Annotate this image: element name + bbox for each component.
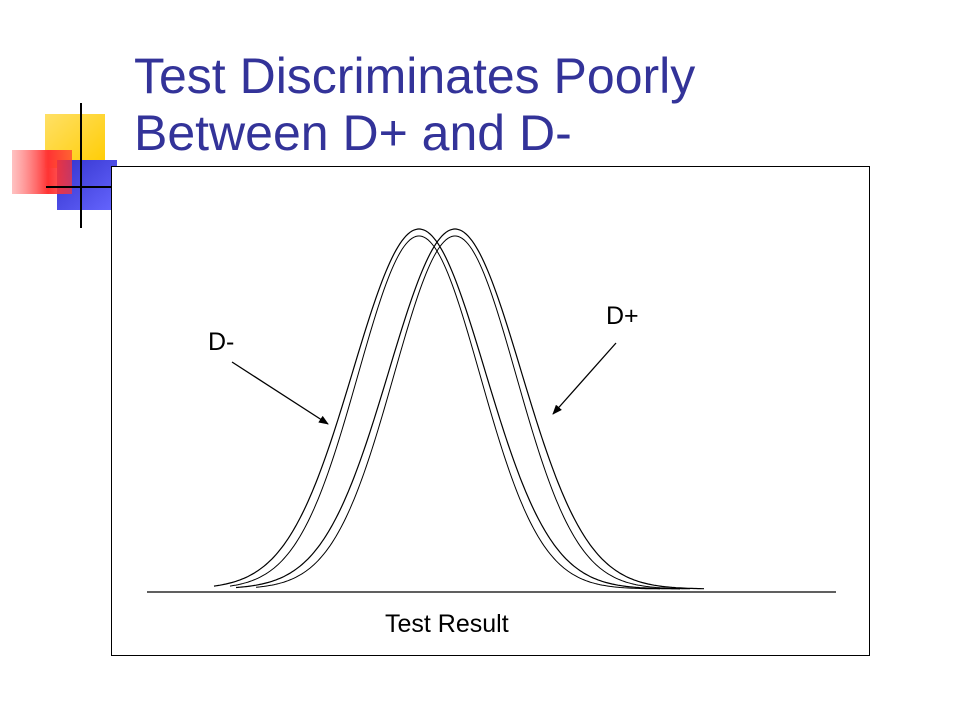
d-minus-curve xyxy=(213,228,681,590)
corner-decoration-icon xyxy=(12,103,118,228)
d-plus-arrow xyxy=(552,342,617,415)
d-minus-arrow xyxy=(231,361,329,425)
d-plus-curve xyxy=(235,228,704,590)
axis-label: Test Result xyxy=(385,610,509,638)
d-minus-label: D- xyxy=(208,328,235,356)
d-plus-curve-inner xyxy=(255,235,690,590)
title-line-1: Test Discriminates Poorly xyxy=(134,48,696,104)
d-plus-label: D+ xyxy=(606,302,639,330)
title-line-2: Between D+ and D- xyxy=(134,105,572,161)
d-minus-curve-inner xyxy=(229,235,661,590)
page-title: Test Discriminates Poorly Between D+ and… xyxy=(134,48,934,162)
